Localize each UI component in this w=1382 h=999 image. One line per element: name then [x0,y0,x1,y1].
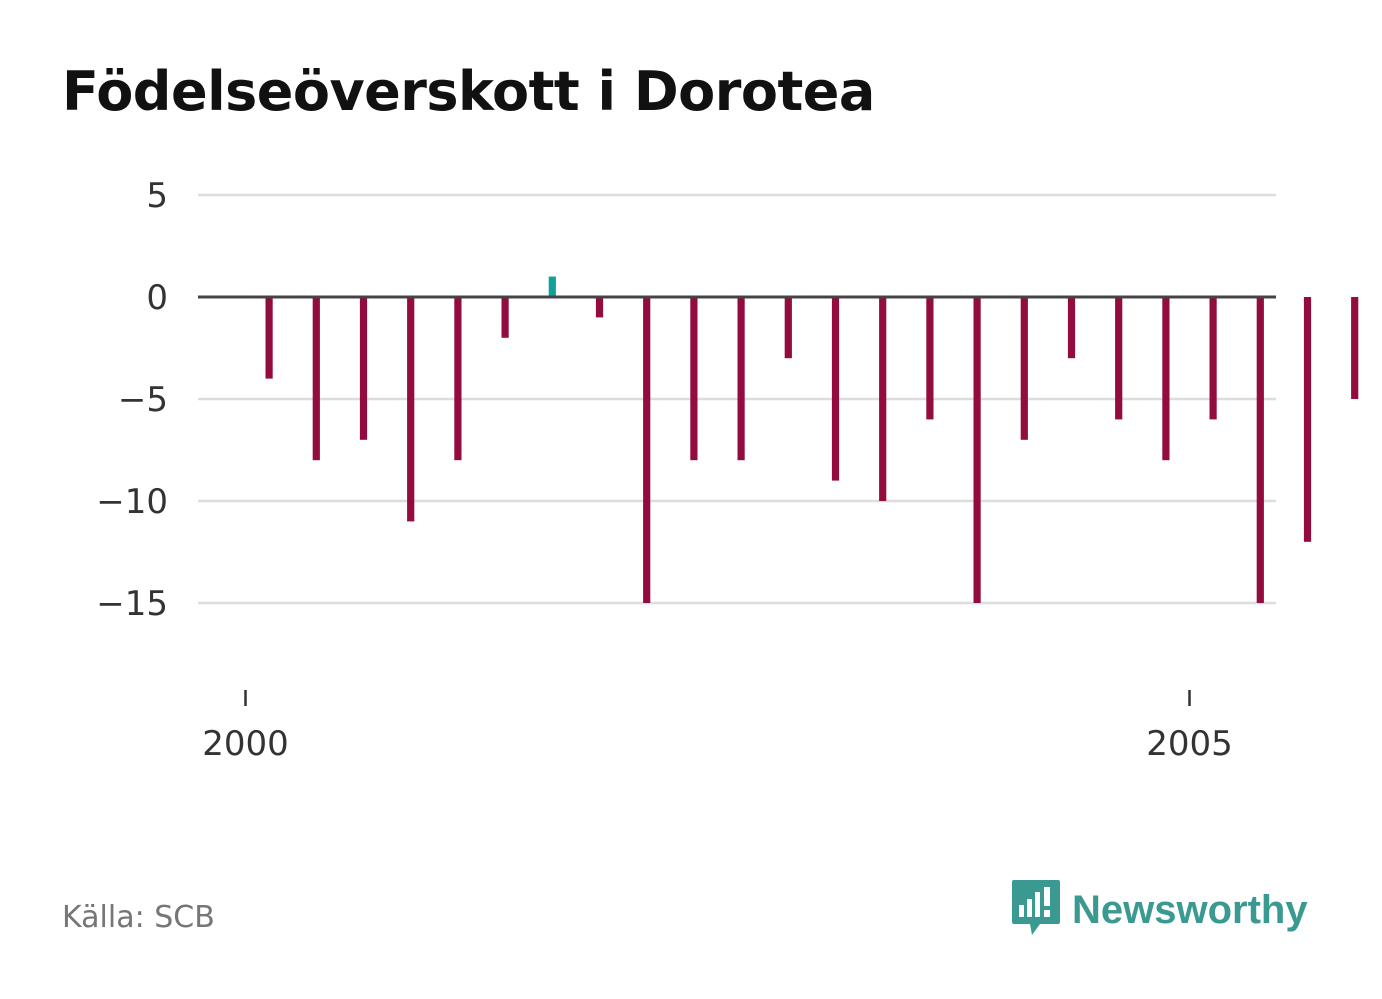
bar [1067,297,1076,359]
bar [643,297,651,603]
x-tick-label: 2000 [202,724,289,764]
bar [926,297,934,420]
bar [784,297,792,359]
bar [1115,297,1123,420]
y-tick-label: 5 [146,176,168,216]
bar [1256,297,1264,603]
bar [879,297,887,501]
bar [1351,297,1359,399]
chart-title: Födelseöverskott i Dorotea [62,60,875,123]
bar [737,297,745,461]
x-tick-label: 2005 [1146,724,1233,764]
y-tick-label: 0 [146,278,168,318]
y-tick-label: −15 [96,584,168,624]
source-note: Källa: SCB [62,900,215,935]
bar [548,276,556,297]
y-axis: 5 0 −5 −10 −15 [96,176,168,624]
x-axis: 200020052010201520202025 [202,690,1233,764]
bar [595,297,604,318]
y-tick-label: −5 [118,380,168,420]
brand-name: Newsworthy [1072,887,1308,932]
bar [1162,297,1170,461]
bar [454,297,462,461]
bar [1303,297,1312,542]
bar [973,297,981,603]
bar [265,297,273,379]
gridlines [198,193,1276,605]
bars [265,276,1359,603]
newsworthy-logo-icon [1010,878,1062,942]
bar [690,297,698,461]
brand: Newsworthy [1010,878,1308,942]
bar [312,297,320,461]
bar [831,297,840,481]
bar [407,297,415,522]
bar [501,297,509,338]
bar [1209,297,1217,420]
bar [1020,297,1028,440]
y-tick-label: −10 [96,482,168,522]
bar [359,297,368,440]
